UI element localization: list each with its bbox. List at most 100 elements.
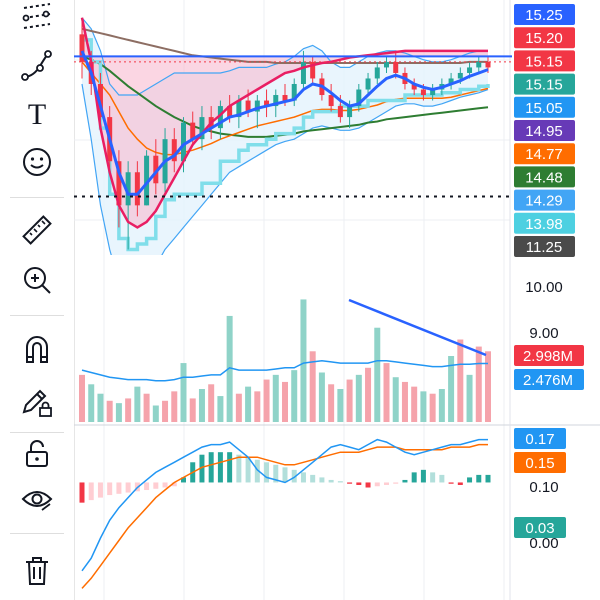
price-badges: 15.25 15.20 15.15 15.15 15.05 14.95 14.77 14.48…: [514, 4, 575, 257]
trend-line-tool[interactable]: [12, 0, 62, 40]
candle-body: [467, 67, 473, 73]
candle-body: [430, 89, 436, 96]
price-badge-label: 11.25: [526, 239, 562, 256]
emoji-tool[interactable]: [12, 139, 62, 185]
price-badge: [514, 50, 575, 72]
price-badge-label: 15.05: [525, 100, 563, 117]
macd-badge: [514, 428, 566, 449]
candle-body: [411, 83, 417, 90]
candle-body: [264, 100, 270, 107]
lock-drawings-tool[interactable]: [12, 378, 62, 424]
macd-badge-label: 0.15: [525, 455, 554, 472]
price-badge-label: 14.48: [525, 169, 563, 186]
volume-bar: [337, 389, 344, 422]
volume-bar: [282, 381, 288, 422]
macd-histogram-bar: [273, 464, 279, 483]
candle-body: [310, 61, 316, 79]
volume-bar: [300, 299, 307, 422]
price-axis-ticks: 10.00 9.00: [525, 279, 563, 342]
trash-icon: [26, 557, 48, 585]
candle-body: [282, 95, 288, 101]
zoom-tool[interactable]: [12, 257, 62, 303]
price-badge-label: 15.20: [525, 30, 563, 47]
candle-body: [291, 83, 297, 101]
price-axis-tick: 10.00: [525, 279, 563, 296]
lock-all-tool[interactable]: [12, 430, 62, 476]
volume-bar: [420, 391, 427, 422]
cup-fill: [82, 17, 488, 228]
macd-histogram-bar: [420, 469, 426, 483]
candle-body: [190, 122, 196, 140]
macd-badge-label: 0.17: [525, 431, 554, 448]
volume-bar: [475, 346, 482, 422]
text-tool[interactable]: T: [12, 90, 62, 136]
macd-histogram-bar: [319, 477, 325, 483]
magnet-tool[interactable]: [12, 326, 62, 372]
curve-tool[interactable]: [12, 42, 62, 88]
macd-histogram-bar: [171, 482, 177, 487]
volume-bar: [346, 379, 353, 422]
candle-body: [374, 67, 380, 79]
ruler-tool[interactable]: [12, 207, 62, 253]
text-icon: T: [28, 98, 46, 130]
macd-histogram-bar: [144, 482, 150, 491]
macd-histogram-bar: [162, 482, 168, 488]
candle-body: [125, 172, 131, 206]
candle-body: [356, 89, 362, 107]
macd-histogram-bar: [374, 482, 380, 487]
macd-histogram-bar: [337, 481, 343, 483]
remove-drawings-tool[interactable]: [12, 548, 62, 594]
volume-bar: [355, 374, 362, 422]
volume-badges: 2.998M 2.476M: [514, 345, 584, 390]
volume-bar: [217, 396, 224, 422]
volume-bar: [263, 379, 270, 422]
candle-body: [273, 95, 279, 107]
candle-body: [485, 61, 491, 68]
macd-histogram-bar: [328, 479, 334, 483]
macd-badge-label: 0.03: [525, 520, 554, 537]
volume-bar: [97, 393, 104, 422]
volume-bar: [134, 386, 141, 422]
chart-canvas[interactable]: 15.25 15.20 15.15 15.15 15.05 14.95 14.77 14.48…: [74, 0, 600, 600]
volume-bar: [162, 400, 169, 422]
volume-bar: [254, 391, 261, 422]
hide-drawings-tool[interactable]: [12, 476, 62, 522]
price-badge: [514, 166, 575, 188]
candle-body: [181, 122, 186, 162]
price-badge: [514, 120, 575, 141]
candle-body: [328, 95, 334, 107]
macd-badges: 0.17 0.15 0.03: [514, 428, 566, 538]
ema-orange-line: [81, 61, 489, 156]
volume-bar: [88, 384, 95, 422]
macd-histogram-bar: [217, 452, 223, 483]
macd-histogram-bar: [264, 462, 270, 483]
macd-histogram-bar: [411, 472, 417, 483]
price-badge: [514, 189, 575, 211]
macd-histogram-bar: [485, 474, 491, 483]
candle-body: [347, 106, 353, 118]
macd-histogram-bar: [300, 472, 306, 483]
price-badge-label: 15.25: [525, 7, 563, 24]
smiley-icon: [23, 148, 51, 176]
toolbar-separator: [10, 432, 64, 433]
price-badge-label: 13.98: [525, 216, 563, 233]
volume-bar: [365, 367, 372, 422]
price-badge-label: 14.29: [525, 193, 563, 210]
price-panel: [79, 17, 491, 255]
macd-histogram-bar: [448, 482, 454, 484]
candle-body: [393, 61, 399, 73]
price-badge: [514, 27, 575, 49]
macd-axis-ticks: 0.10 0.00: [529, 479, 558, 552]
candle-body: [171, 139, 177, 162]
chart-area[interactable]: 15.25 15.20 15.15 15.15 15.05 14.95 14.77 14.48…: [74, 0, 600, 600]
candle-body: [144, 155, 150, 206]
volume-bar: [245, 386, 252, 422]
volume-bar: [309, 351, 316, 422]
candle-body: [134, 172, 140, 206]
trend-lines-icon: [22, 3, 51, 29]
price-badge: [514, 73, 575, 95]
volume-bar: [291, 370, 298, 422]
macd-axis-tick: 0.10: [529, 479, 558, 496]
candle-body: [199, 117, 205, 140]
band-lower-line: [81, 83, 489, 255]
